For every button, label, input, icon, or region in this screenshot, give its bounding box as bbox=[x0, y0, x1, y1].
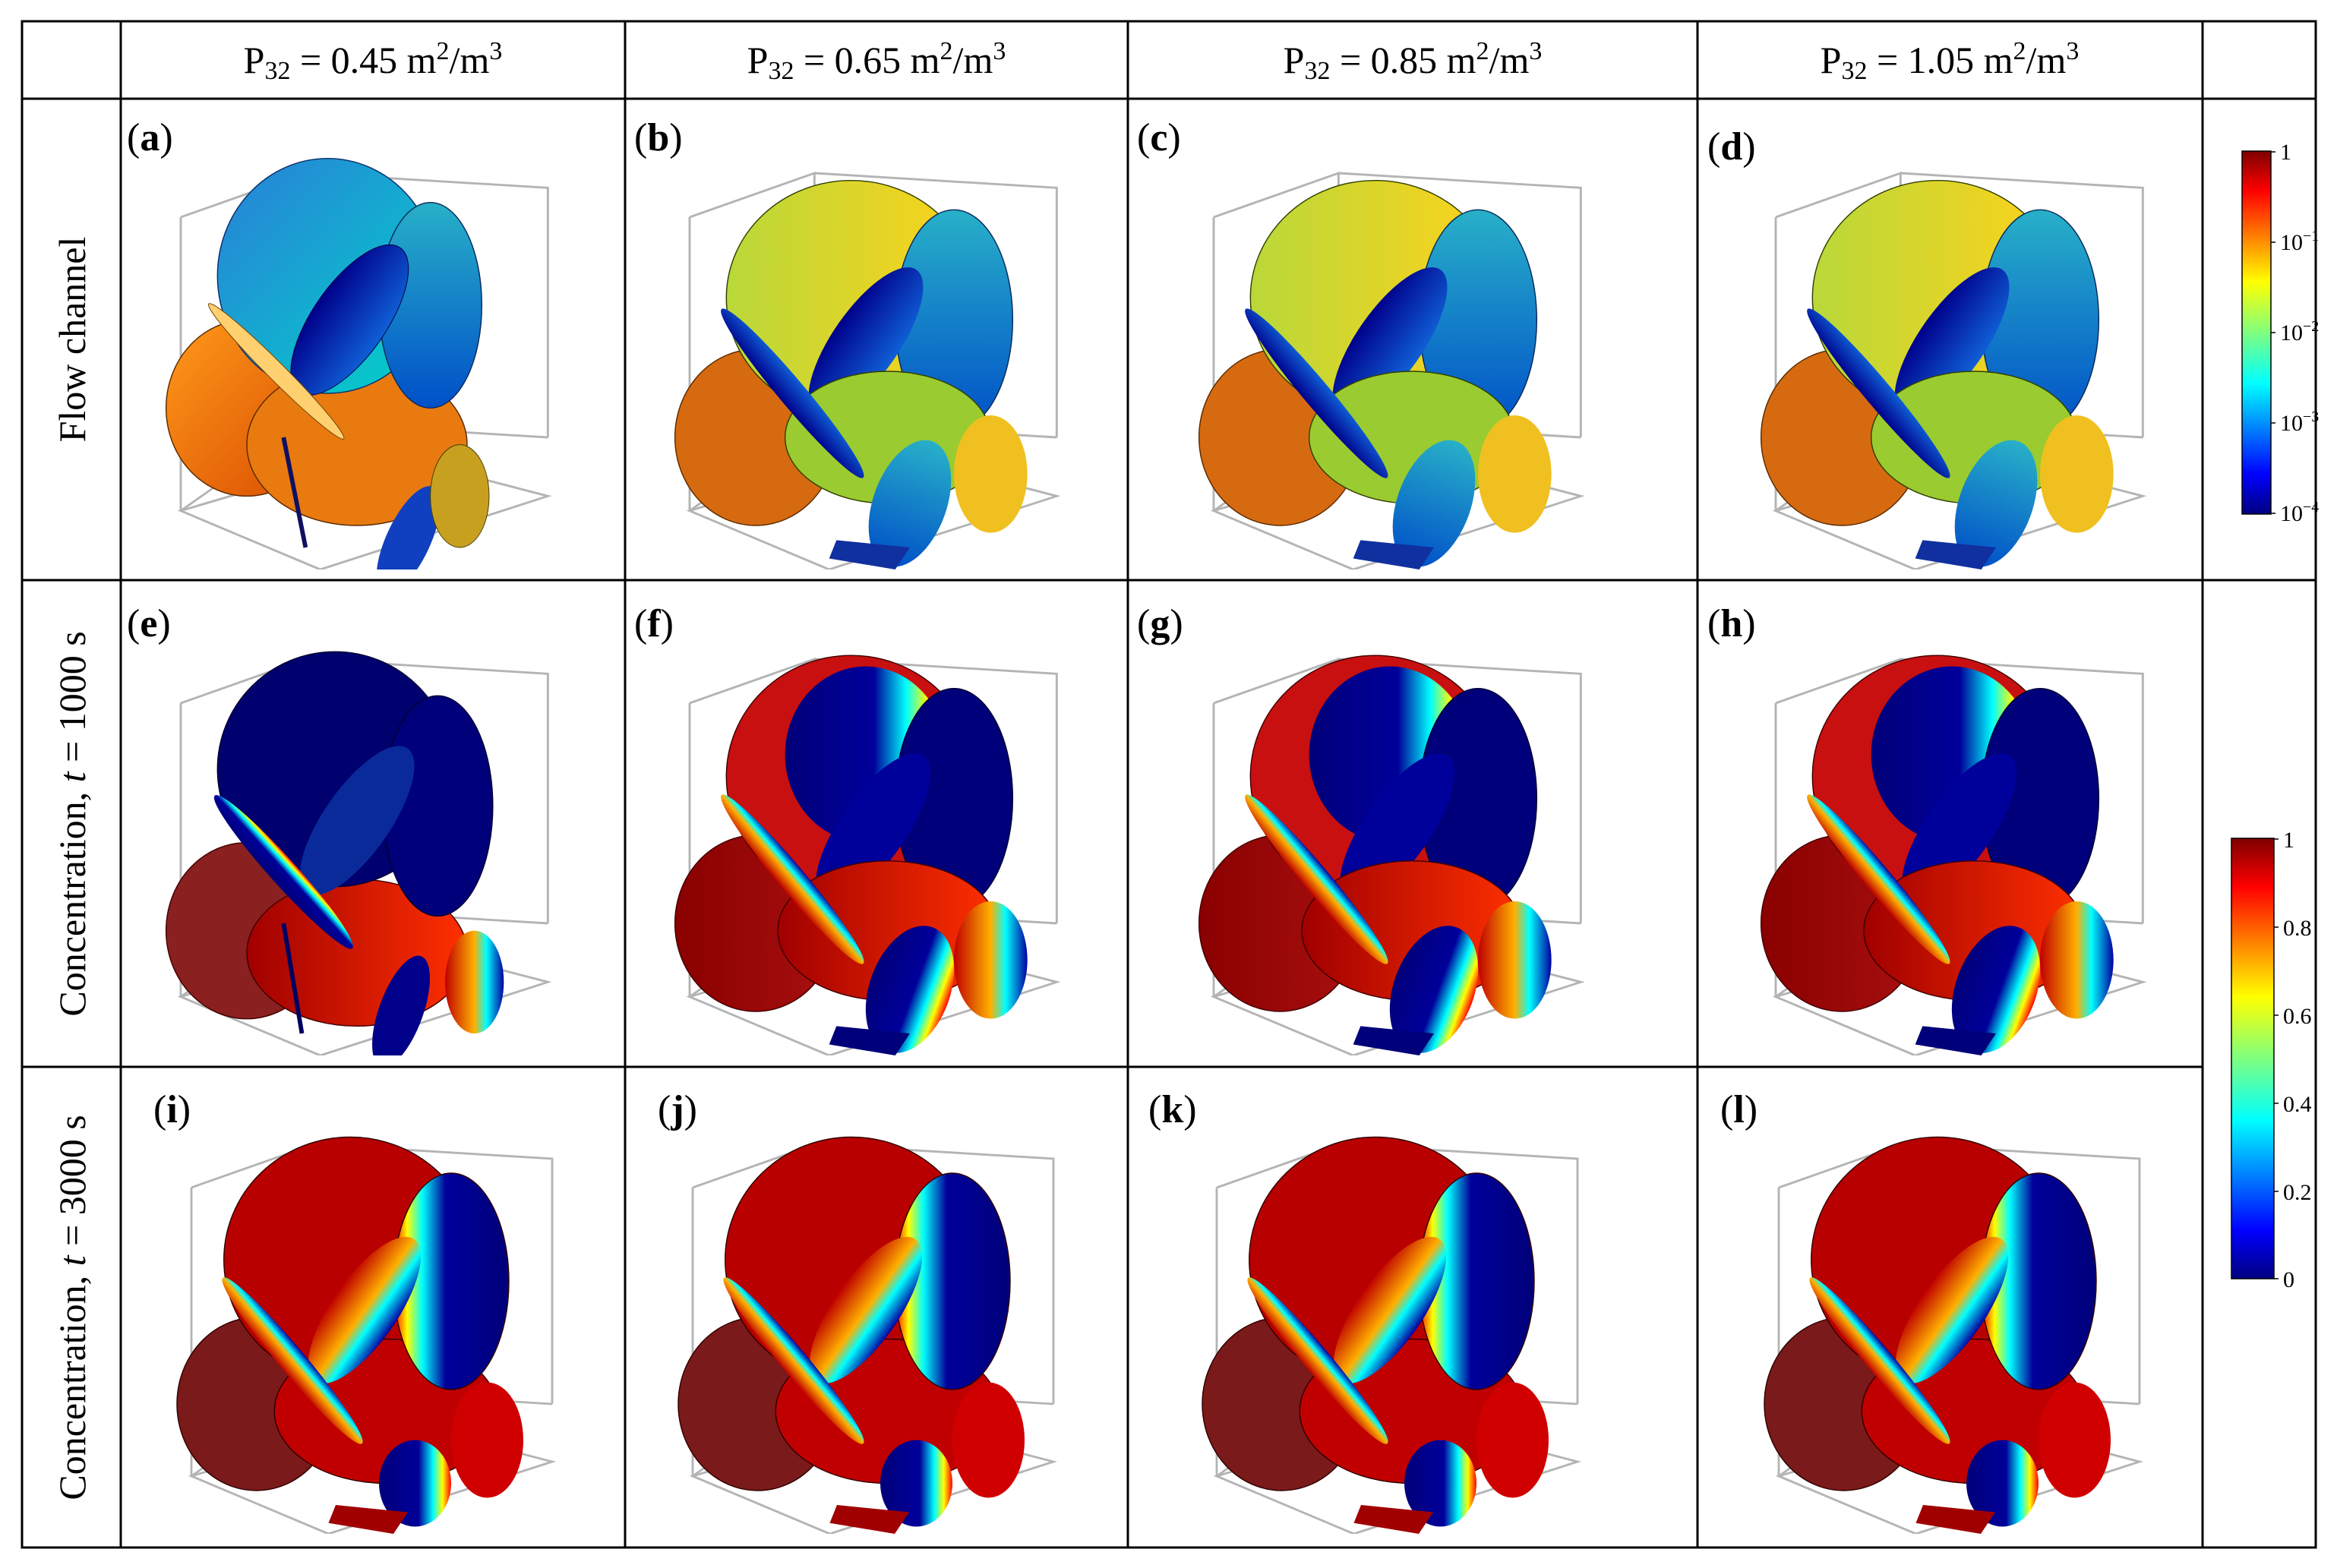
concentration-tick-label: 0.4 bbox=[2283, 1092, 2312, 1117]
panel-g: (g) bbox=[1137, 602, 1582, 1055]
column-header: P32 = 0.65 m2/m3 bbox=[747, 37, 1006, 85]
table-grid bbox=[21, 20, 2317, 1549]
column-header: P32 = 0.45 m2/m3 bbox=[244, 37, 503, 85]
panel-label: (d) bbox=[1707, 125, 1756, 169]
flow-tick-label: 10−3 bbox=[2280, 409, 2319, 436]
flow-colorbar: 1 10−1 10−2 10−3 10−4 bbox=[2241, 140, 2319, 526]
flow-tick-label: 1 bbox=[2280, 140, 2291, 165]
panel-label: (l) bbox=[1720, 1088, 1757, 1131]
concentration-tick-label: 0.2 bbox=[2283, 1180, 2312, 1205]
row-label: Concentration, t = 3000 s bbox=[51, 1115, 93, 1500]
panel-label: (i) bbox=[153, 1088, 191, 1131]
concentration-colorbar: 1 0.8 0.6 0.4 0.2 0 bbox=[2231, 828, 2312, 1292]
panel-i: (i) bbox=[153, 1088, 554, 1534]
panel-c: (c) bbox=[1137, 116, 1582, 569]
flow-tick-label: 10−4 bbox=[2280, 499, 2319, 526]
row-label: Concentration, t = 1000 s bbox=[51, 631, 93, 1016]
row-label: Flow channel bbox=[51, 237, 93, 443]
panel-l: (l) bbox=[1720, 1088, 2141, 1534]
panel-label: (c) bbox=[1137, 116, 1181, 159]
panel-label: (b) bbox=[634, 116, 683, 159]
concentration-tick-label: 0.8 bbox=[2283, 916, 2312, 941]
panel-f: (f) bbox=[634, 602, 1058, 1055]
column-header: P32 = 0.85 m2/m3 bbox=[1284, 37, 1543, 85]
panel-label: (k) bbox=[1148, 1088, 1197, 1131]
panel-e: (e) bbox=[127, 602, 549, 1055]
panel-j: (j) bbox=[658, 1088, 1055, 1534]
row-labels: Flow channel Concentration, t = 1000 s C… bbox=[51, 237, 93, 1500]
panel-label: (j) bbox=[658, 1088, 697, 1131]
panel-b: (b) bbox=[634, 116, 1058, 569]
column-headers: P32 = 0.45 m2/m3 P32 = 0.65 m2/m3 P32 = … bbox=[244, 37, 2080, 85]
panel-d: (d) bbox=[1707, 125, 2144, 569]
panel-label: (f) bbox=[634, 602, 674, 645]
flow-tick-label: 10−1 bbox=[2280, 228, 2319, 255]
column-header: P32 = 1.05 m2/m3 bbox=[1821, 37, 2080, 85]
panel-h: (h) bbox=[1707, 602, 2144, 1055]
flow-tick-label: 10−2 bbox=[2280, 318, 2319, 345]
concentration-tick-label: 0 bbox=[2283, 1267, 2294, 1292]
panel-label: (g) bbox=[1137, 602, 1183, 645]
concentration-tick-label: 0.6 bbox=[2283, 1004, 2312, 1029]
panel-label: (a) bbox=[127, 116, 173, 159]
panel-a: (a) bbox=[127, 116, 549, 569]
panel-label: (h) bbox=[1707, 602, 1756, 645]
panel-k: (k) bbox=[1148, 1088, 1579, 1534]
concentration-tick-label: 1 bbox=[2283, 828, 2294, 853]
panel-label: (e) bbox=[127, 602, 171, 645]
